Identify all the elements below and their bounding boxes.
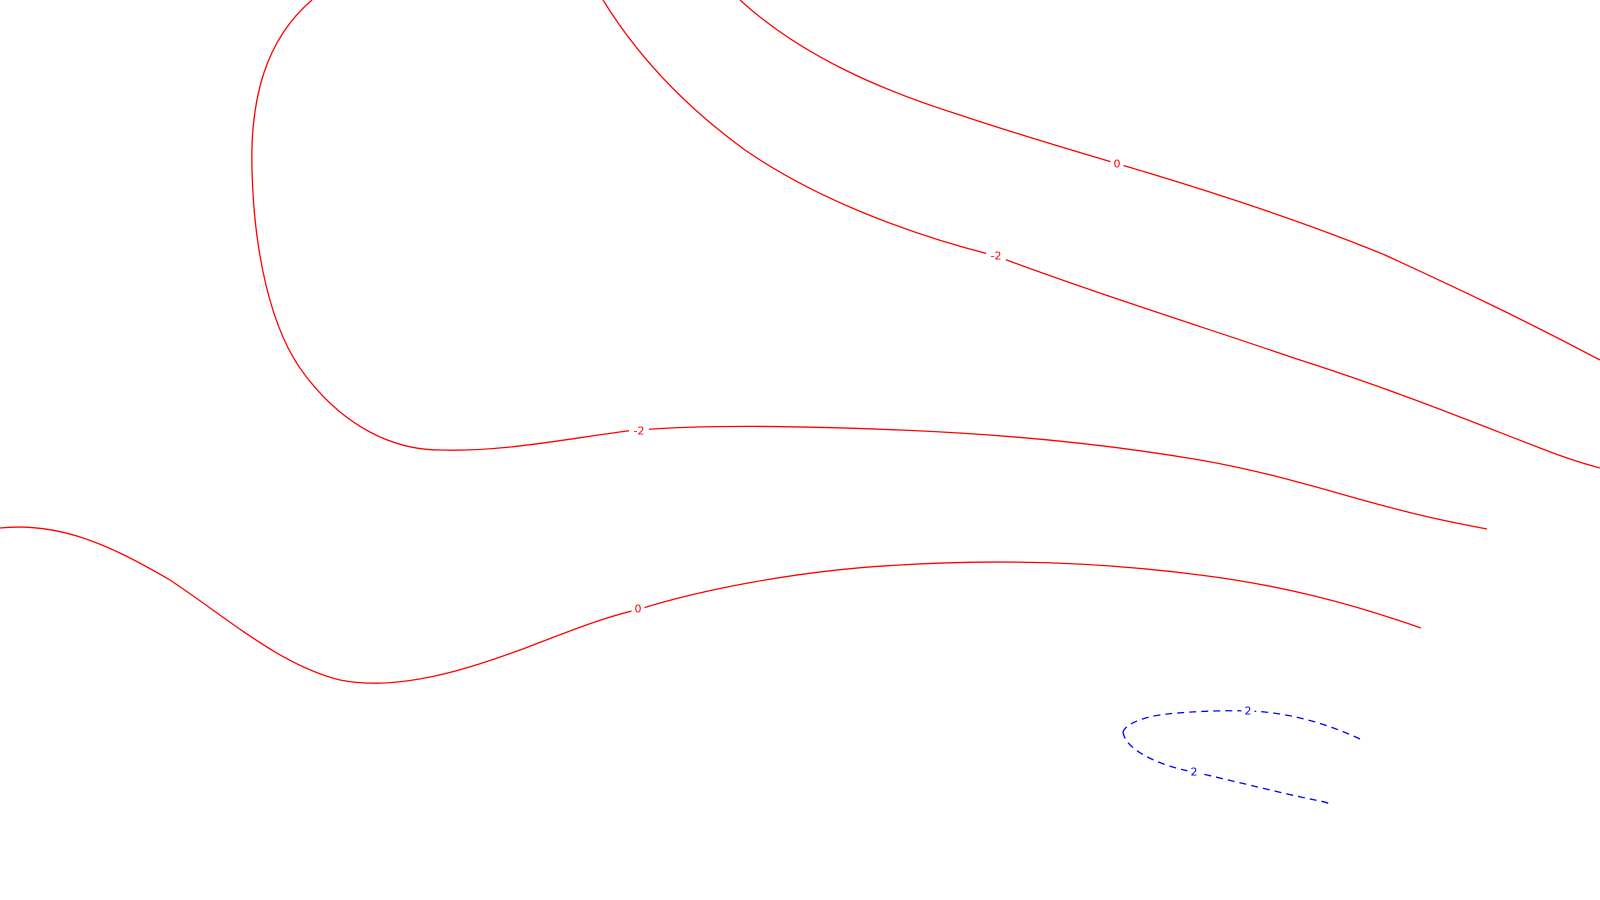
contour-label: -2 xyxy=(634,425,645,438)
contour-label-gap xyxy=(1241,704,1255,718)
contour-line-level-0 xyxy=(739,0,1600,361)
contour-line-level-0 xyxy=(0,526,1422,684)
contour-line-level-2 xyxy=(1122,731,1333,807)
contour-label: 2 xyxy=(1191,766,1198,779)
contour-line-level-neg2 xyxy=(602,0,1600,469)
contour-line-level-2 xyxy=(1122,710,1361,740)
contour-label-gap xyxy=(629,424,649,438)
contour-label-gap xyxy=(1110,157,1124,171)
contour-label: -2 xyxy=(991,250,1002,263)
contour-label-gap xyxy=(631,602,645,616)
contour-label: 2 xyxy=(1245,705,1252,718)
contour-label: 0 xyxy=(1114,158,1121,171)
contour-label-gap xyxy=(986,249,1006,263)
contour-label: 0 xyxy=(635,603,642,616)
contour-labels: 0 -2 -2 0 2 2 xyxy=(629,157,1255,779)
contour-label-gap xyxy=(1187,765,1201,779)
